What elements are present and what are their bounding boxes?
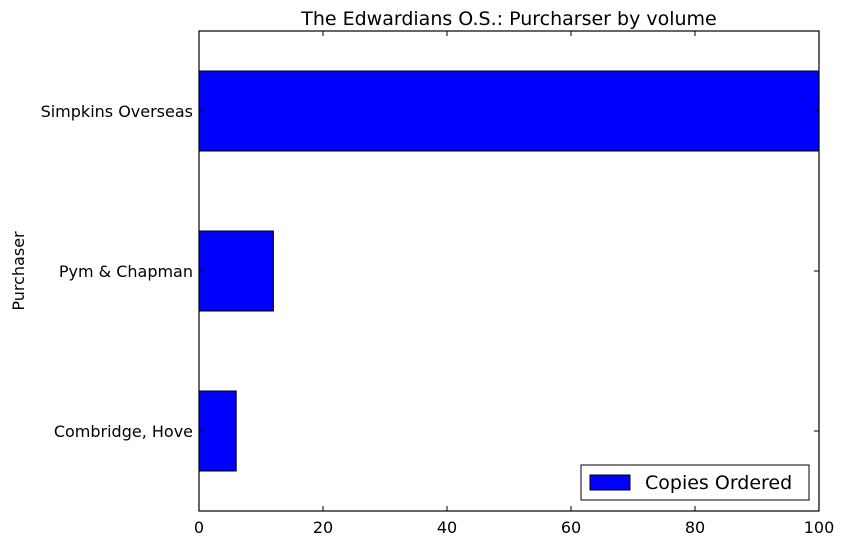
x-tick-label: 0 — [194, 518, 204, 537]
x-tick-label: 20 — [313, 518, 333, 537]
bars-layer — [198, 70, 820, 472]
legend: Copies Ordered — [580, 464, 810, 501]
x-tick-label: 80 — [685, 518, 705, 537]
legend-swatch — [589, 474, 631, 491]
y-tick-label: Pym & Chapman — [59, 262, 193, 281]
y-tick-label: Simpkins Overseas — [41, 102, 193, 121]
chart-title: The Edwardians O.S.: Purcharser by volum… — [300, 8, 717, 30]
x-tick-label: 60 — [561, 518, 581, 537]
plot-frame — [198, 30, 820, 512]
bar — [198, 230, 274, 312]
x-tick-label: 40 — [437, 518, 457, 537]
legend-label: Copies Ordered — [645, 472, 792, 494]
bar — [198, 390, 237, 472]
category-labels: Combridge, Hove Pym & Chapman Simpkins Ove… — [41, 102, 193, 441]
y-tick-label: Combridge, Hove — [54, 422, 193, 441]
bar — [198, 70, 820, 152]
y-axis-label: Purchaser — [9, 231, 28, 311]
x-tick-labels: 0 20 40 60 80 100 — [194, 518, 834, 537]
x-tick-label: 100 — [804, 518, 835, 537]
